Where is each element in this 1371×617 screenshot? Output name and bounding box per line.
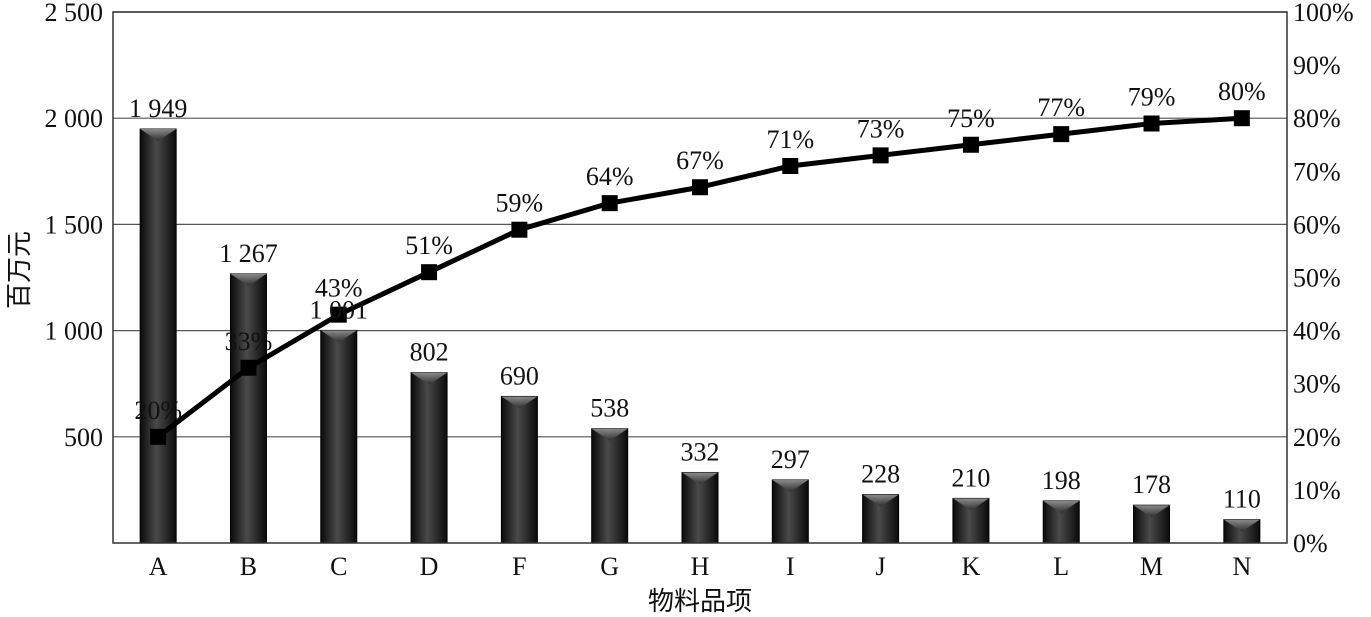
y2-tick-label: 20% — [1293, 423, 1341, 452]
line-value-label: 20% — [134, 396, 182, 425]
bar-value-label: 110 — [1223, 485, 1261, 514]
x-tick-label: G — [600, 552, 619, 581]
bar-value-label: 332 — [681, 437, 720, 466]
line-value-label: 77% — [1037, 93, 1085, 122]
bar — [500, 395, 538, 544]
bar-value-label: 538 — [590, 394, 629, 423]
x-tick-label: N — [1232, 552, 1251, 581]
line-value-label: 73% — [857, 114, 905, 143]
bar-value-label: 297 — [771, 445, 810, 474]
bar-value-label: 1 949 — [129, 94, 188, 123]
y2-tick-label: 40% — [1293, 317, 1341, 346]
line-value-label: 43% — [315, 274, 363, 303]
line-value-label: 71% — [766, 125, 814, 154]
x-tick-label: B — [240, 552, 257, 581]
y2-tick-label: 70% — [1293, 157, 1341, 186]
line-marker — [1143, 115, 1160, 132]
x-tick-label: D — [420, 552, 439, 581]
x-tick-label: I — [786, 552, 795, 581]
x-axis-title: 物料品项 — [648, 587, 752, 617]
y-tick-label: 1 000 — [45, 317, 104, 346]
bar-value-label: 228 — [861, 460, 900, 489]
line-value-label: 79% — [1128, 83, 1176, 112]
y2-tick-label: 80% — [1293, 104, 1341, 133]
bar — [771, 479, 809, 544]
line-value-label: 80% — [1218, 77, 1266, 106]
bar — [320, 329, 358, 544]
line-marker — [511, 221, 528, 238]
line-marker — [421, 264, 438, 281]
line-value-label: 75% — [947, 104, 995, 133]
axes: 500 1 000 1 500 2 000 2 500 0% 10% 20% 30% 40% 50%… — [45, 0, 1354, 581]
line-value-label: 33% — [225, 327, 273, 356]
bar-value-label: 1 267 — [219, 239, 278, 268]
bar-value-label: 178 — [1132, 470, 1171, 499]
line-marker — [872, 147, 889, 164]
bar-value-label: 690 — [500, 361, 539, 390]
y2-tick-label: 30% — [1293, 370, 1341, 399]
bar — [952, 497, 990, 544]
bar — [139, 128, 177, 544]
bar-series — [139, 128, 1261, 544]
y2-tick-label: 10% — [1293, 476, 1341, 505]
line-marker — [962, 136, 979, 153]
y-tick-label: 1 500 — [45, 210, 104, 239]
bar-value-label: 210 — [951, 463, 990, 492]
bar — [410, 372, 448, 544]
bar-value-label: 802 — [410, 338, 449, 367]
bar-value-label: 1 001 — [310, 295, 369, 324]
bar — [229, 273, 267, 544]
line-marker — [150, 428, 167, 445]
bar — [862, 494, 900, 544]
plot-frame — [112, 11, 1288, 544]
bar — [1042, 500, 1080, 544]
y-tick-label: 500 — [64, 423, 103, 452]
line-marker — [240, 359, 257, 376]
line-marker — [692, 179, 708, 196]
line-value-label: 51% — [405, 231, 453, 260]
cumulative-line-series — [150, 110, 1250, 445]
x-tick-label: K — [962, 552, 981, 581]
line-value-label: 59% — [496, 189, 544, 218]
y2-tick-label: 90% — [1293, 51, 1341, 80]
line-marker — [782, 157, 799, 174]
x-tick-label: A — [149, 552, 168, 581]
x-tick-label: M — [1140, 552, 1163, 581]
bar — [1223, 519, 1261, 544]
line-value-label: 67% — [676, 146, 724, 175]
line-marker — [330, 306, 347, 323]
y-axis-title: 百万元 — [5, 231, 35, 309]
bar — [1133, 504, 1171, 544]
x-tick-label: C — [330, 552, 347, 581]
x-tick-label: F — [512, 552, 526, 581]
bar — [681, 471, 719, 544]
x-tick-label: J — [876, 552, 886, 581]
line-value-label: 64% — [586, 162, 634, 191]
y2-tick-label: 100% — [1293, 0, 1354, 27]
x-tick-label: H — [691, 552, 710, 581]
line-marker — [601, 195, 618, 212]
line-marker — [1233, 110, 1250, 127]
y2-tick-label: 50% — [1293, 264, 1341, 293]
bar-value-label: 198 — [1042, 466, 1081, 495]
y2-tick-label: 60% — [1293, 210, 1341, 239]
y-tick-label: 2 000 — [45, 104, 104, 133]
data-labels: 1 949 1 267 1 001 802 690 538 332 297 228 210 198 1… — [129, 77, 1266, 513]
y-tick-label: 2 500 — [45, 0, 104, 27]
y2-tick-label: 0% — [1293, 529, 1328, 558]
bar — [591, 428, 629, 544]
x-tick-label: L — [1053, 552, 1069, 581]
line-marker — [1053, 126, 1070, 143]
gridlines — [113, 11, 1287, 438]
